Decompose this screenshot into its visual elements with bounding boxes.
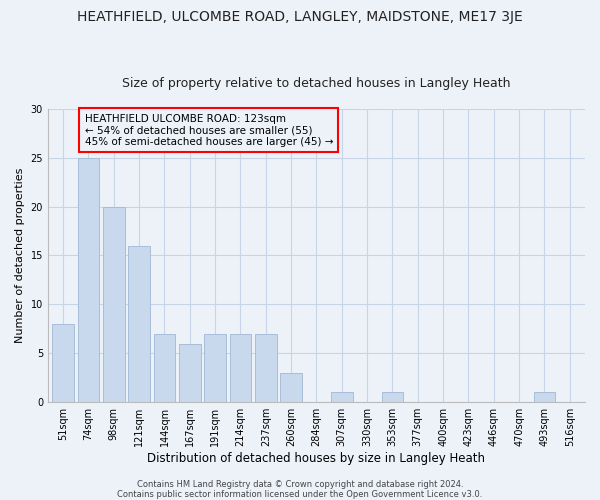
Bar [154,334,175,402]
Text: HEATHFIELD ULCOMBE ROAD: 123sqm
← 54% of detached houses are smaller (55)
45% of: HEATHFIELD ULCOMBE ROAD: 123sqm ← 54% of… [85,114,333,147]
Bar [280,373,302,402]
Text: Contains HM Land Registry data © Crown copyright and database right 2024.: Contains HM Land Registry data © Crown c… [137,480,463,489]
Title: Size of property relative to detached houses in Langley Heath: Size of property relative to detached ho… [122,76,511,90]
Bar [77,158,99,402]
Bar [255,334,277,402]
Bar [179,344,200,402]
Bar [52,324,74,402]
Bar [103,206,125,402]
Y-axis label: Number of detached properties: Number of detached properties [15,168,25,343]
Bar [205,334,226,402]
Text: Contains public sector information licensed under the Open Government Licence v3: Contains public sector information licen… [118,490,482,499]
Bar [382,392,403,402]
Bar [533,392,555,402]
Bar [128,246,150,402]
Bar [331,392,353,402]
X-axis label: Distribution of detached houses by size in Langley Heath: Distribution of detached houses by size … [148,452,485,465]
Bar [230,334,251,402]
Text: HEATHFIELD, ULCOMBE ROAD, LANGLEY, MAIDSTONE, ME17 3JE: HEATHFIELD, ULCOMBE ROAD, LANGLEY, MAIDS… [77,10,523,24]
